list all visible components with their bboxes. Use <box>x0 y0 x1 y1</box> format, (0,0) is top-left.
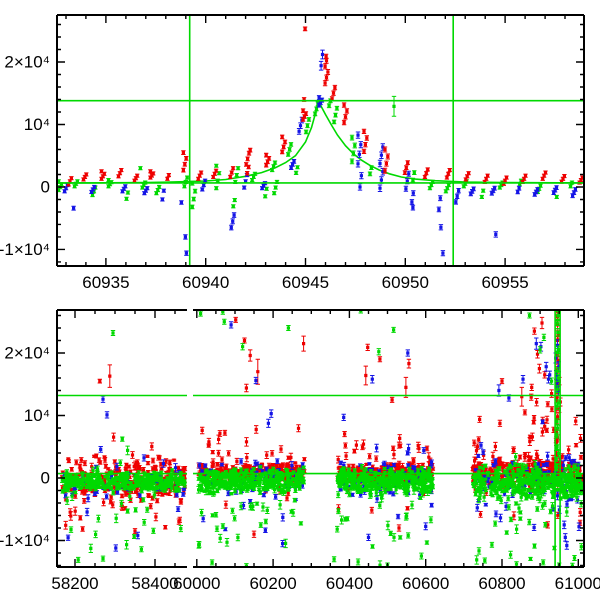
y-tick-label: -1×10⁴ <box>0 531 50 550</box>
x-tick-label: 60935 <box>82 273 129 292</box>
y-tick-label: -1×10⁴ <box>0 240 50 259</box>
x-tick-label: 61000 <box>555 574 600 593</box>
x-tick-label: 58200 <box>51 574 98 593</box>
x-tick-label: 60800 <box>478 574 525 593</box>
top-axis-labels: 60935 60940 60945 60950 60955 -1×10⁴ 0 10⁴ 2×10⁴ <box>0 53 529 293</box>
x-tick-label: 60950 <box>382 273 429 292</box>
x-tick-label: 60940 <box>182 273 229 292</box>
series-green <box>60 310 584 567</box>
top-panel: 60935 60940 60945 60950 60955 -1×10⁴ 0 10⁴ 2×10⁴ <box>0 14 585 293</box>
top-ticks <box>57 15 584 266</box>
x-tick-label: 60945 <box>282 273 329 292</box>
y-tick-label: 10⁴ <box>24 115 50 134</box>
model-curve <box>57 98 584 184</box>
top-frame <box>56 14 585 267</box>
series-blue <box>62 49 578 257</box>
x-tick-label: 60400 <box>326 574 373 593</box>
y-tick-label: 2×10⁴ <box>4 344 50 363</box>
series-green-points <box>57 99 574 209</box>
bottom-frame <box>56 309 585 568</box>
x-tick-label: 60600 <box>402 574 449 593</box>
x-tick-label: 58400 <box>131 574 178 593</box>
x-tick-label: 60200 <box>249 574 296 593</box>
series-green <box>57 95 575 210</box>
bottom-data-area <box>57 310 584 567</box>
x-tick-label: 60955 <box>481 273 528 292</box>
annotation-lines <box>57 15 584 266</box>
y-tick-label: 0 <box>41 469 50 488</box>
y-tick-label: 10⁴ <box>24 406 50 425</box>
top-data-area <box>57 15 584 266</box>
series-red <box>66 26 584 187</box>
bottom-ticks <box>57 310 584 567</box>
y-tick-label: 2×10⁴ <box>4 53 50 72</box>
annotation-lines <box>57 310 584 567</box>
y-tick-label: 0 <box>41 178 50 197</box>
x-tick-label: 60000 <box>173 574 220 593</box>
